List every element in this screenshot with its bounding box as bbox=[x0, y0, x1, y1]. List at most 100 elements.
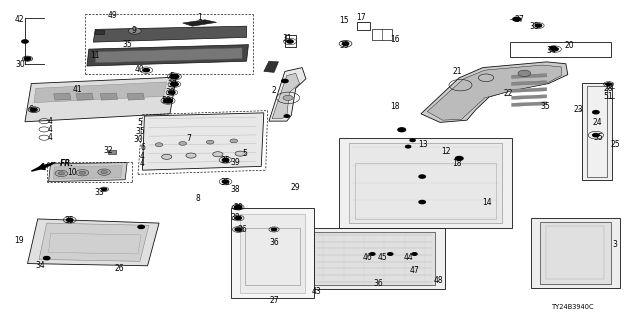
Text: 1: 1 bbox=[198, 13, 202, 22]
Polygon shape bbox=[314, 232, 435, 285]
Circle shape bbox=[419, 200, 426, 204]
Text: 47: 47 bbox=[410, 266, 419, 276]
Circle shape bbox=[550, 46, 556, 50]
Polygon shape bbox=[76, 93, 93, 100]
Circle shape bbox=[212, 152, 223, 157]
Circle shape bbox=[235, 216, 241, 220]
Polygon shape bbox=[95, 30, 104, 34]
Text: 15: 15 bbox=[339, 16, 349, 25]
Text: 3: 3 bbox=[612, 240, 618, 249]
Text: 30: 30 bbox=[133, 135, 143, 144]
Circle shape bbox=[31, 108, 37, 111]
Circle shape bbox=[44, 257, 50, 260]
Text: 35: 35 bbox=[540, 102, 550, 111]
Text: 45: 45 bbox=[378, 253, 387, 262]
Polygon shape bbox=[25, 77, 176, 122]
Circle shape bbox=[398, 128, 406, 132]
Circle shape bbox=[171, 82, 178, 86]
Polygon shape bbox=[511, 81, 547, 85]
Circle shape bbox=[388, 253, 393, 255]
Text: 38: 38 bbox=[231, 213, 241, 222]
Text: 36: 36 bbox=[237, 225, 247, 234]
Polygon shape bbox=[511, 95, 547, 100]
Text: 5: 5 bbox=[170, 72, 174, 81]
Circle shape bbox=[235, 205, 241, 209]
Polygon shape bbox=[304, 228, 445, 289]
Circle shape bbox=[370, 253, 375, 255]
Text: 4: 4 bbox=[48, 116, 53, 126]
Polygon shape bbox=[428, 65, 561, 120]
Text: 21: 21 bbox=[452, 67, 462, 76]
Circle shape bbox=[606, 83, 611, 85]
Circle shape bbox=[283, 95, 293, 100]
Circle shape bbox=[58, 172, 65, 175]
Polygon shape bbox=[34, 82, 167, 103]
Text: 4: 4 bbox=[140, 152, 145, 161]
Text: 35: 35 bbox=[65, 216, 74, 225]
Text: 46: 46 bbox=[363, 253, 372, 262]
Circle shape bbox=[179, 141, 186, 145]
Text: 37: 37 bbox=[515, 15, 524, 24]
Text: 38: 38 bbox=[165, 88, 175, 97]
Circle shape bbox=[98, 169, 111, 175]
Text: 33: 33 bbox=[95, 188, 104, 197]
Text: 22: 22 bbox=[504, 89, 513, 98]
Polygon shape bbox=[582, 83, 612, 180]
Text: 35: 35 bbox=[339, 41, 349, 51]
Circle shape bbox=[282, 79, 288, 83]
Polygon shape bbox=[28, 219, 159, 266]
Polygon shape bbox=[269, 68, 306, 121]
Polygon shape bbox=[39, 223, 149, 261]
Text: 4: 4 bbox=[140, 159, 145, 168]
Circle shape bbox=[552, 48, 558, 51]
Circle shape bbox=[24, 57, 31, 60]
Text: 31: 31 bbox=[282, 34, 292, 43]
Text: 12: 12 bbox=[442, 147, 451, 156]
Text: 30: 30 bbox=[15, 60, 25, 69]
Text: 7: 7 bbox=[187, 134, 191, 143]
Circle shape bbox=[593, 111, 599, 114]
Circle shape bbox=[129, 28, 141, 34]
Text: 6: 6 bbox=[29, 105, 34, 114]
Polygon shape bbox=[100, 93, 118, 100]
Text: 49: 49 bbox=[108, 12, 117, 20]
Circle shape bbox=[79, 171, 86, 174]
Text: 13: 13 bbox=[419, 140, 428, 149]
Text: 23: 23 bbox=[574, 105, 584, 114]
Polygon shape bbox=[127, 93, 145, 100]
Circle shape bbox=[222, 180, 228, 183]
Text: 18: 18 bbox=[452, 159, 462, 168]
Circle shape bbox=[410, 139, 415, 141]
Text: 44: 44 bbox=[403, 253, 413, 262]
Text: 6: 6 bbox=[140, 143, 145, 152]
Polygon shape bbox=[230, 208, 314, 298]
Text: 51: 51 bbox=[604, 92, 614, 101]
Circle shape bbox=[101, 171, 108, 174]
Text: 17: 17 bbox=[356, 13, 366, 22]
Text: 11: 11 bbox=[90, 51, 100, 60]
Polygon shape bbox=[339, 138, 511, 228]
Text: 35: 35 bbox=[593, 132, 603, 141]
Text: 2: 2 bbox=[271, 86, 276, 95]
Text: TY24B3940C: TY24B3940C bbox=[552, 304, 595, 310]
Text: 40: 40 bbox=[135, 65, 145, 74]
Polygon shape bbox=[531, 218, 620, 288]
Text: 5: 5 bbox=[242, 149, 247, 158]
Text: 19: 19 bbox=[14, 236, 24, 245]
Circle shape bbox=[287, 40, 293, 43]
Polygon shape bbox=[264, 61, 278, 72]
Text: 9: 9 bbox=[131, 26, 136, 35]
Text: 27: 27 bbox=[269, 296, 279, 305]
Circle shape bbox=[186, 153, 196, 158]
Circle shape bbox=[412, 253, 417, 255]
Text: FR.: FR. bbox=[60, 159, 74, 168]
Circle shape bbox=[406, 145, 411, 148]
Text: 4: 4 bbox=[48, 125, 53, 134]
Text: 39: 39 bbox=[234, 203, 243, 212]
Text: 38: 38 bbox=[231, 185, 241, 194]
Circle shape bbox=[206, 140, 214, 144]
Polygon shape bbox=[239, 213, 305, 293]
Circle shape bbox=[22, 40, 28, 43]
Circle shape bbox=[271, 228, 276, 231]
Polygon shape bbox=[31, 163, 55, 171]
